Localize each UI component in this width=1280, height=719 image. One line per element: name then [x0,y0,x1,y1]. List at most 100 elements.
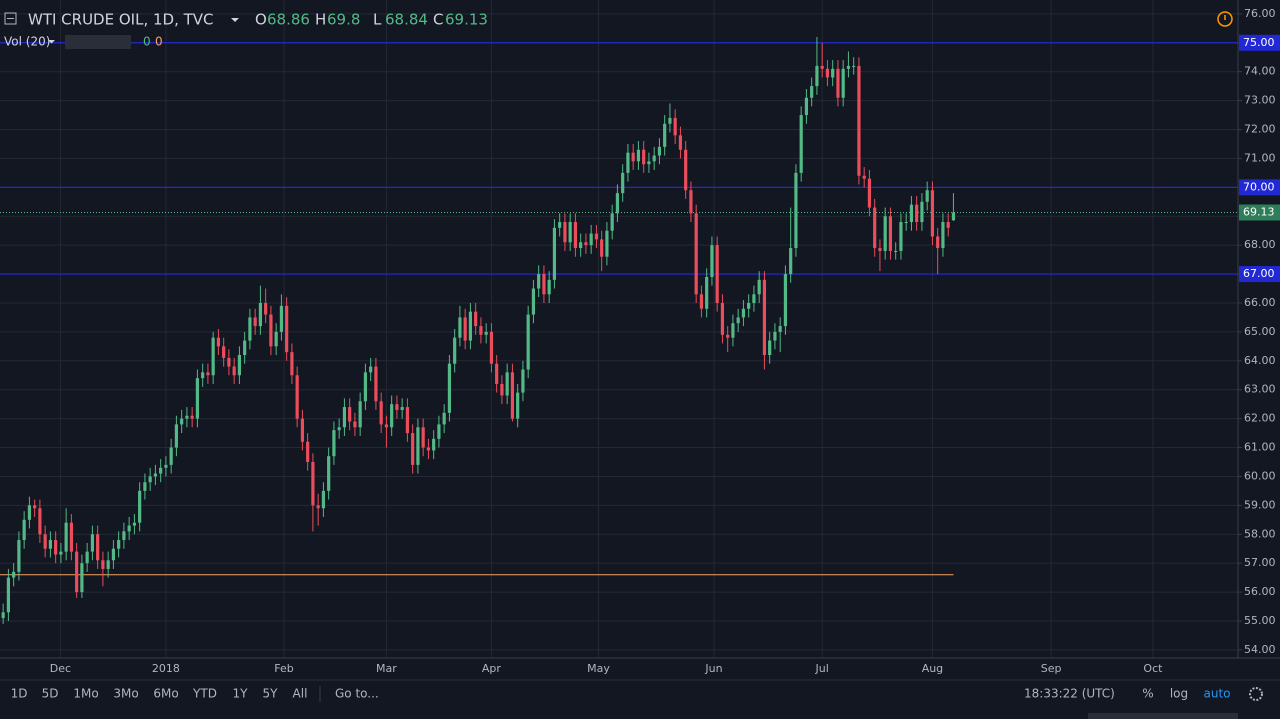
candle-body [537,274,541,289]
candle-body [768,340,772,356]
candle-body [69,522,74,552]
candle-body [521,369,525,393]
candle-body [626,152,630,173]
candle-body [374,366,378,402]
candle-body [185,415,189,419]
candle-body [652,155,656,162]
candle-body [610,213,614,231]
candle-body [463,317,467,341]
candle-body [358,401,362,428]
candle-body [510,372,515,419]
candle-body [820,65,824,69]
candle-body [274,331,278,347]
y-tick-label: 76.00 [1244,7,1276,20]
y-tick-label: 62.00 [1244,412,1276,425]
range-button[interactable]: YTD [192,687,217,701]
candle-body [405,407,410,434]
candle-body [873,207,877,249]
ohlc-label: H [315,11,326,29]
candle-body [773,331,777,341]
scale-option[interactable]: % [1142,687,1153,701]
candle-body [390,404,394,428]
ohlc-value: 69.13 [445,11,488,29]
candle-body [400,407,404,410]
candle-body [369,366,373,373]
candle-body [694,213,698,295]
candle-body [437,424,441,439]
symbol-title[interactable]: WTI CRUDE OIL, 1D, TVC [28,11,214,29]
candle-body [899,222,903,251]
warning-icon[interactable] [1217,11,1233,27]
candle-body [54,540,58,555]
y-tick-label: 56.00 [1244,585,1276,598]
scrollbar[interactable] [1088,713,1238,719]
range-button[interactable]: 5Y [263,687,279,701]
candle-body [33,505,37,509]
candle-body [915,204,919,223]
range-button[interactable]: 1D [11,687,28,701]
candle-body [589,233,593,246]
ohlc-label: O [255,11,267,29]
candle-body [48,540,53,549]
settings-icon[interactable] [1249,687,1263,701]
scale-option[interactable]: log [1170,687,1188,701]
candle-body [752,294,756,303]
indicator-menu-arrow[interactable] [48,40,55,44]
candle-body [747,302,751,309]
candle-body [321,490,326,509]
y-tick-label: 63.00 [1244,383,1276,396]
candle-body [678,135,683,150]
range-button[interactable]: 5D [42,687,59,701]
range-button[interactable]: 6Mo [153,687,178,701]
y-tick-label: 57.00 [1244,556,1276,569]
collapse-icon[interactable] [4,12,17,25]
symbol-menu-arrow[interactable] [231,18,239,22]
candle-body [920,201,924,223]
x-tick-label: Oct [1143,662,1163,675]
y-tick-label: 54.00 [1244,643,1276,656]
ohlc-value: 68.86 [267,11,310,29]
candle-body [264,302,268,315]
range-button[interactable]: 3Mo [113,687,138,701]
candle-body [657,146,662,156]
candle-body [43,534,47,549]
candle-body [222,346,226,358]
candle-body [531,288,536,315]
level-tag-label: 70.00 [1243,180,1275,193]
scale-option[interactable]: auto [1203,687,1230,701]
candle-body [505,372,509,396]
candle-body [904,222,908,224]
candle-body [153,473,158,477]
candle-body [542,274,546,295]
range-button[interactable]: 1Mo [73,687,98,701]
candle-body [6,577,11,613]
candle-body [495,363,499,384]
candle-body [836,68,840,98]
x-tick-label: 2018 [152,662,180,675]
candle-body [90,534,95,552]
candle-body [804,97,809,116]
candle-body [736,317,740,324]
range-button[interactable]: All [293,687,308,701]
candle-body [500,383,504,396]
y-tick-label: 59.00 [1244,498,1276,511]
candle-body [594,233,599,240]
goto-button[interactable]: Go to... [335,687,379,701]
candle-body [631,152,635,162]
candle-body [573,222,578,249]
candle-body [794,172,798,249]
candle-body [516,392,520,419]
y-tick-label: 60.00 [1244,469,1276,482]
candle-body [663,123,667,147]
candle-body [22,519,26,541]
candle-body [311,461,315,506]
range-button[interactable]: 1Y [233,687,249,701]
candle-body [101,560,105,569]
indicator-controls[interactable] [65,35,131,49]
candle-body [300,418,305,442]
ohlc-label: L [373,11,382,29]
candle-body [174,424,179,448]
indicator-name[interactable]: Vol (20) [4,35,50,49]
y-tick-label: 71.00 [1244,151,1276,164]
